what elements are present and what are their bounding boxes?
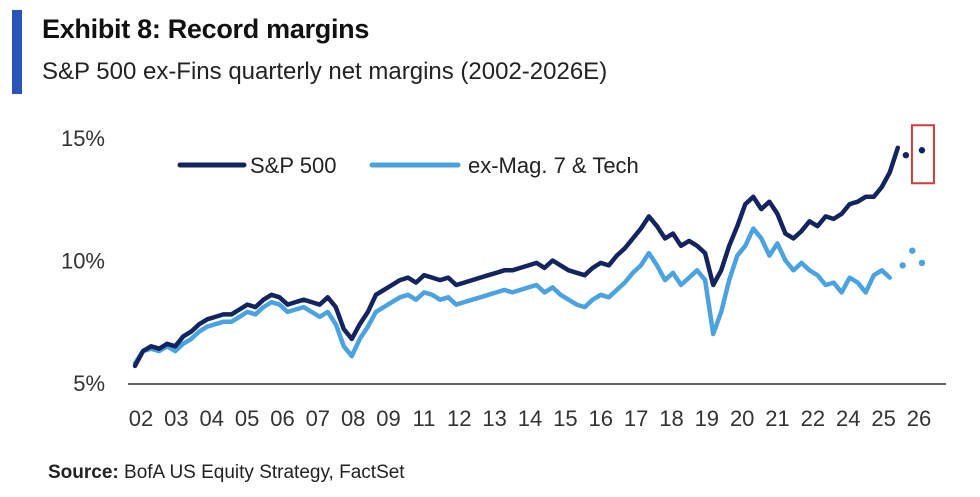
x-tick-label: 11 bbox=[412, 406, 435, 431]
x-tick-label: 04 bbox=[199, 406, 223, 431]
x-tick-label: 09 bbox=[376, 406, 400, 431]
x-tick-label: 05 bbox=[235, 406, 259, 431]
x-tick-label: 12 bbox=[447, 406, 471, 431]
source-label: Source: bbox=[48, 462, 119, 483]
x-tick-label: 20 bbox=[730, 406, 754, 431]
x-tick-label: 26 bbox=[907, 406, 931, 431]
estimate-dot-ex-mag7-tech bbox=[899, 262, 906, 269]
chart-title: Exhibit 8: Record margins bbox=[42, 14, 370, 44]
x-tick-label: 16 bbox=[588, 406, 612, 431]
legend-label-sp500: S&P 500 bbox=[250, 153, 336, 178]
x-tick-label: 21 bbox=[765, 406, 789, 431]
estimate-dot-ex-mag7-tech bbox=[909, 247, 916, 254]
estimate-dot-ex-mag7-tech bbox=[918, 259, 926, 267]
x-tick-label: 19 bbox=[695, 406, 719, 431]
x-tick-label: 17 bbox=[624, 406, 648, 431]
series-line-sp500 bbox=[132, 145, 901, 369]
estimate-dot-sp500 bbox=[918, 147, 926, 154]
x-tick-label: 06 bbox=[270, 406, 294, 431]
estimate-dot-sp500 bbox=[902, 151, 910, 159]
x-tick-label: 08 bbox=[341, 406, 365, 431]
y-tick-label: 10% bbox=[61, 249, 105, 274]
x-tick-label: 03 bbox=[164, 406, 188, 431]
x-tick-label: 02 bbox=[129, 406, 153, 431]
x-tick-label: 15 bbox=[553, 406, 577, 431]
x-tick-label: 25 bbox=[871, 406, 895, 431]
x-tick-label: 22 bbox=[801, 406, 825, 431]
chart-subtitle: S&P 500 ex-Fins quarterly net margins (2… bbox=[42, 58, 608, 85]
estimate-highlight-box bbox=[910, 124, 935, 185]
x-tick-label: 24 bbox=[836, 406, 860, 431]
title-accent-bar bbox=[12, 10, 22, 94]
source-text: BofA US Equity Strategy, FactSet bbox=[118, 462, 405, 483]
legend-label-ex-mag7-tech: ex-Mag. 7 & Tech bbox=[468, 153, 639, 178]
x-tick-label: 14 bbox=[518, 406, 542, 431]
series-line-ex-mag7-tech bbox=[132, 226, 893, 366]
x-tick-label: 07 bbox=[306, 406, 330, 431]
y-tick-label: 5% bbox=[73, 371, 105, 396]
source-note: Source: BofA US Equity Strategy, FactSet bbox=[48, 462, 405, 484]
x-tick-label: 18 bbox=[659, 406, 683, 431]
x-tick-label: 13 bbox=[482, 406, 506, 431]
y-tick-label: 15% bbox=[61, 126, 105, 151]
